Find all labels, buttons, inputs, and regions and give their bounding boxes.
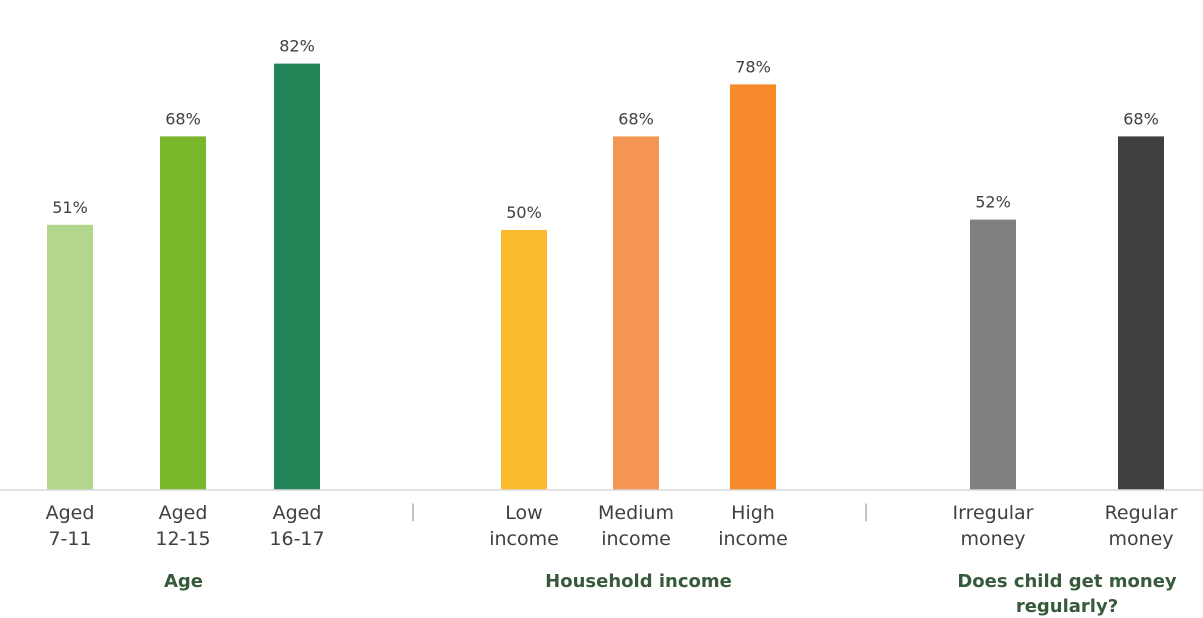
tick-label-irregular-money: Irregular money (952, 502, 1033, 550)
tick-label-aged-16-17: Aged 16-17 (269, 502, 324, 550)
bar-aged-12-15 (160, 136, 206, 490)
tick-label-high-income: High income (718, 502, 788, 550)
data-label-regular-money: 68% (1123, 109, 1159, 128)
tick-label-aged-7-11: Aged 7-11 (46, 502, 95, 550)
bar-regular-money (1118, 136, 1164, 490)
tick-label-medium-income: Medium income (598, 502, 674, 550)
bar-aged-16-17 (274, 63, 320, 490)
data-label-irregular-money: 52% (975, 193, 1011, 212)
bars-layer (47, 63, 1164, 491)
bar-medium-income (613, 136, 659, 490)
data-label-medium-income: 68% (618, 109, 654, 128)
data-label-aged-12-15: 68% (165, 109, 201, 128)
group-label-1: Age (164, 571, 203, 592)
bar-aged-7-11 (47, 224, 93, 491)
bar-high-income (730, 84, 776, 491)
tick-label-low-income: Low income (489, 502, 559, 550)
group-label-3: Does child get money regularly? (957, 571, 1177, 617)
group-separator-1: | (410, 501, 416, 522)
group-separator-2: | (863, 501, 869, 522)
tick-label-regular-money: Regular money (1105, 502, 1178, 550)
labels-layer: 51% Aged 7-11 68% Aged 12-15 82% Aged 16-17 50% Lo… (46, 37, 1178, 617)
bar-irregular-money (970, 219, 1016, 490)
bar-low-income (501, 230, 547, 490)
data-label-aged-16-17: 82% (279, 37, 315, 56)
data-label-high-income: 78% (735, 57, 771, 76)
tick-label-aged-12-15: Aged 12-15 (155, 502, 210, 550)
group-label-2: Household income (545, 571, 732, 592)
data-label-low-income: 50% (506, 203, 542, 222)
data-label-aged-7-11: 51% (52, 198, 88, 217)
